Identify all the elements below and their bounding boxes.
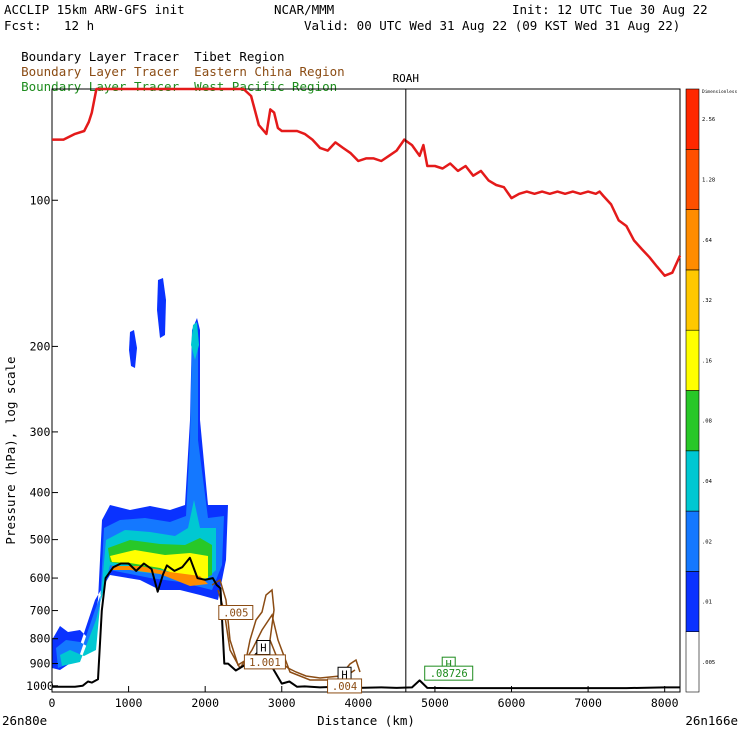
colorbar-swatch — [685, 329, 700, 391]
x-tick-label: 2000 — [191, 696, 219, 710]
tracer-patch-upper-3 — [191, 322, 199, 360]
contour-eastern-china — [217, 589, 356, 681]
x-tick-label: 4000 — [344, 696, 372, 710]
x-tick-label: 6000 — [498, 696, 526, 710]
x-tick-label: 0 — [49, 696, 56, 710]
y-tick-label: 500 — [30, 533, 51, 547]
y-tick-label: 400 — [30, 486, 51, 500]
colorbar-level-label: 1.28 — [702, 177, 715, 183]
valid-time: Valid: 00 UTC Wed 31 Aug 22 (09 KST Wed … — [304, 18, 681, 33]
y-tick-label: 900 — [30, 657, 51, 671]
tracer-fill-cyan — [60, 500, 216, 666]
chart-marks — [52, 87, 682, 692]
colorbar-level-label: .02 — [702, 539, 712, 545]
legend-line-tibet: Boundary Layer Tracer Tibet Region — [6, 36, 284, 64]
legend-label: Boundary Layer Tracer — [21, 64, 180, 79]
colorbar-swatch — [685, 390, 700, 452]
annotation-label: H — [260, 642, 266, 654]
y-tick-label: 200 — [30, 339, 51, 353]
colorbar-swatch — [685, 571, 700, 633]
y-tick-label: 800 — [30, 632, 51, 646]
colorbar-swatch — [685, 269, 700, 331]
colorbar: .005 .01 .02 .04 .08 .16 .32 .64 1.28 2.56 Dimensi… — [685, 88, 738, 693]
x-tick-label: 7000 — [574, 696, 602, 710]
x-tick-label: 1000 — [115, 696, 143, 710]
colorbar-level-label: .04 — [702, 479, 713, 485]
plot-frame — [51, 88, 681, 693]
endpoint-right: 26n166e — [685, 713, 738, 728]
tracer-patch-upper-2 — [129, 330, 137, 368]
x-tick-label: 8000 — [651, 696, 679, 710]
colorbar-level-label: .16 — [702, 358, 712, 364]
init-time: Init: 12 UTC Tue 30 Aug 22 — [512, 2, 708, 17]
contour-eastern-china — [211, 578, 361, 679]
annotation-label: .004 — [332, 681, 357, 693]
colorbar-level-label: .64 — [702, 238, 713, 244]
y-tick-label: 600 — [30, 571, 51, 585]
tracer-patch-upper-1 — [157, 278, 166, 338]
colorbar-level-label: .32 — [702, 298, 712, 304]
y-tick-label: 100 — [30, 193, 51, 207]
legend-label: Boundary Layer Tracer — [21, 49, 180, 64]
x-axis-title: Distance (km) — [317, 713, 415, 728]
colorbar-swatch — [685, 88, 700, 150]
tracer-fill-yellow — [110, 550, 208, 580]
eastern-china-contours — [211, 578, 361, 681]
annotation-label: .08726 — [430, 668, 468, 680]
tracer-fill-orange — [112, 566, 208, 586]
series-line-terrain — [52, 556, 680, 690]
annotation-box — [424, 665, 474, 681]
colorbar-level-label: .005 — [702, 660, 715, 666]
legend-region: Eastern China Region — [194, 64, 345, 79]
colorbar-swatch — [685, 450, 700, 512]
tracer-shading — [52, 278, 228, 670]
annotation-label: H — [446, 659, 452, 671]
chart-labels: ROAH 0 1000 2000 3000 4000 5000 6000 7000 8000 100… — [2, 72, 738, 728]
y-axis-title: Pressure (hPa), log scale — [3, 356, 18, 544]
y-tick-label: 1000 — [26, 679, 54, 693]
y-tick-label: 300 — [30, 425, 51, 439]
colorbar-level-label: 2.56 — [702, 117, 715, 123]
legend-line-eastern-china: Boundary Layer Tracer Eastern China Regi… — [6, 51, 345, 79]
endpoint-left: 26n80e — [2, 713, 47, 728]
colorbar-swatch — [685, 631, 700, 693]
colorbar-title: Dimensionless — [702, 89, 738, 95]
fcst-label: Fcst: — [4, 18, 42, 33]
colorbar-level-label: .01 — [702, 600, 712, 606]
fcst-value: 12 h — [64, 18, 95, 33]
annotation-label: H — [341, 669, 347, 681]
annotation-label: .005 — [223, 608, 248, 620]
annotation-box — [243, 654, 286, 670]
x-tick-label: 3000 — [268, 696, 296, 710]
annotation-label: 1.001 — [249, 657, 281, 669]
tracer-fill-lightblue — [56, 338, 224, 668]
x-tick-label: 5000 — [421, 696, 449, 710]
colorbar-swatch — [685, 149, 700, 210]
colorbar-swatch — [685, 209, 700, 271]
model-title: ACCLIP 15km ARW-GFS init — [4, 2, 185, 17]
y-tick-label: 700 — [30, 604, 51, 618]
annotation-box — [218, 605, 254, 621]
axes — [51, 88, 681, 693]
colorbar-swatch — [685, 510, 700, 572]
series-line-tropopause — [52, 87, 682, 277]
colorbar-level-label: .08 — [702, 419, 712, 425]
marker-label: ROAH — [393, 72, 420, 85]
org-label: NCAR/MMM — [274, 2, 335, 17]
legend-region: Tibet Region — [194, 49, 285, 64]
annotation-box — [327, 678, 363, 694]
